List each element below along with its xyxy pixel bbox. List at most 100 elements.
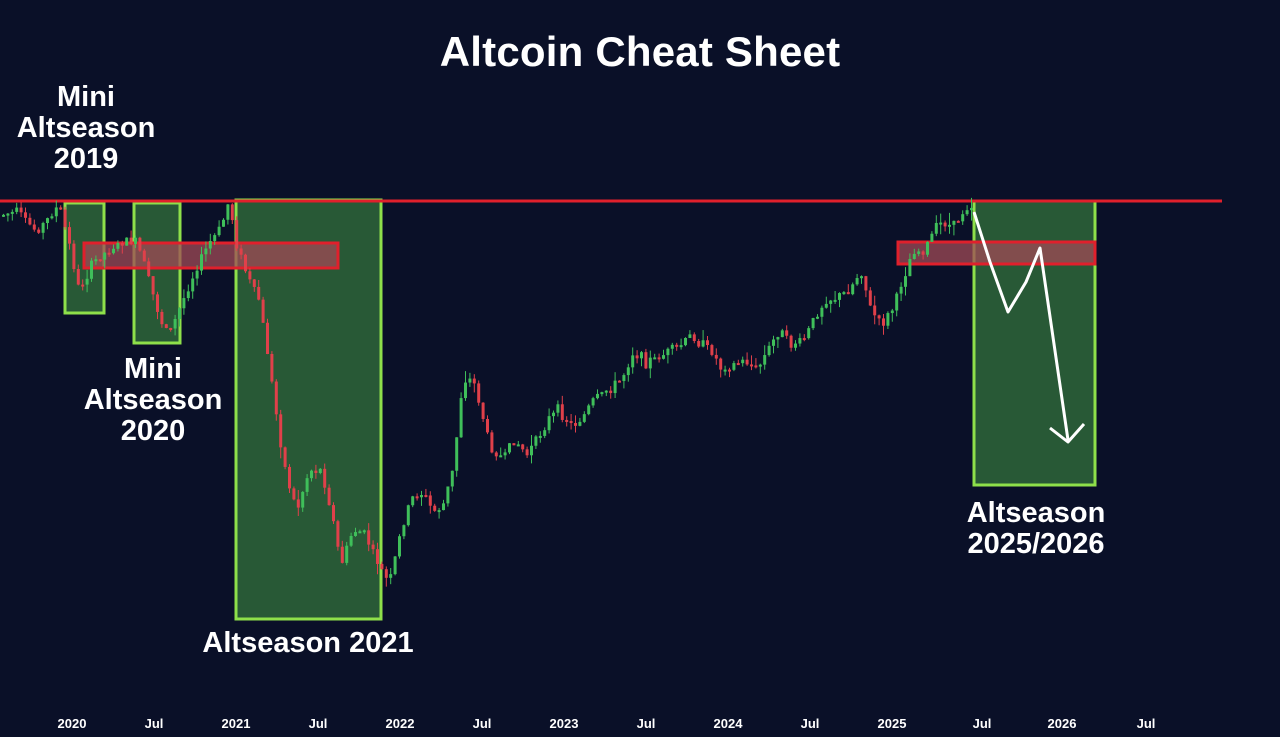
candle [521,443,525,453]
x-tick-label: 2026 [1047,716,1077,731]
candle [252,278,256,292]
candle [965,205,969,216]
candle [301,491,305,512]
candle [459,392,463,438]
candle-body [952,220,956,225]
candle-body [459,398,463,438]
candle [10,209,14,221]
candle-body [525,449,529,456]
candle-body [15,207,19,212]
candle [248,268,252,284]
candle [446,486,450,507]
candle [648,350,652,379]
candle [622,373,626,389]
candle [758,363,762,374]
candle [754,358,758,369]
candle [534,435,538,449]
candle [32,219,36,232]
candle [380,561,384,570]
candle-body [222,219,225,227]
candle [411,495,415,508]
candle-body [670,344,674,349]
candle-body [543,430,547,436]
candle-body [85,278,89,285]
candle [908,253,912,277]
candle [578,417,582,427]
candle-body [587,405,591,415]
candle-body [266,322,269,355]
candle [512,443,516,446]
candle [666,347,670,364]
candle [239,244,243,260]
candle-body [173,318,177,329]
candle [719,357,723,378]
candle [547,408,551,434]
candle [574,415,577,433]
candle [838,292,841,308]
candle-body [552,412,555,417]
candle [631,347,635,374]
candle-body [679,345,683,348]
candle [98,259,102,262]
candle [169,327,173,332]
candle-body [72,243,76,270]
x-tick-label: Jul [1136,716,1156,731]
candle [323,463,327,495]
candle [939,213,943,235]
candle [794,340,797,351]
candle [433,503,437,512]
candle-body [402,525,406,537]
candle-body [156,294,159,312]
candle-body [499,455,503,458]
candle-body [345,545,349,563]
candle-body [860,276,863,279]
candle [420,490,423,506]
candle [811,317,815,331]
candle [371,540,375,555]
candle-body [138,237,142,251]
candle-body [719,358,723,370]
candle [609,386,613,399]
candle-body [200,254,203,271]
candle [481,402,485,422]
candle-body [556,404,560,413]
candle [688,330,692,339]
candle-body [904,276,907,287]
candle-body [745,359,749,365]
candle-body [970,207,973,211]
label-altseason-2025-2026: Altseason 2025/2026 [966,497,1106,560]
candle [270,351,274,384]
candle-body [2,214,5,217]
candle [191,272,195,299]
candle-body [354,532,357,536]
candle [406,504,410,527]
candle [824,296,828,309]
candle [398,534,401,559]
candle [164,323,168,329]
candle-body [807,328,811,339]
candle [59,205,63,210]
candle-body [107,252,111,255]
candle-body [886,313,890,326]
candle [72,240,76,273]
candle-body [926,241,929,255]
candle [327,484,331,506]
candle [732,360,736,372]
candle-body [657,357,661,360]
candle-body [340,546,344,563]
candle [468,372,472,387]
retest-boxes [82,240,1097,270]
candle [829,299,833,313]
candle [230,203,234,225]
candle [560,395,564,423]
candle [464,371,467,401]
candle-body [248,271,252,280]
candle-body [217,226,221,236]
candle [525,446,529,458]
candle-body [424,495,428,498]
candle-body [829,300,833,304]
candle-body [310,470,313,479]
candle-body [384,569,388,578]
candle [402,524,406,540]
candle [151,276,155,301]
